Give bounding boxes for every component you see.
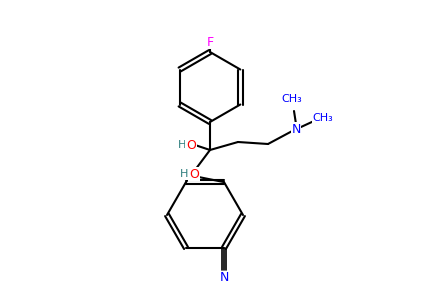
Text: O: O bbox=[186, 139, 196, 152]
Text: N: N bbox=[291, 123, 300, 135]
Text: CH₃: CH₃ bbox=[312, 113, 332, 123]
Text: N: N bbox=[219, 272, 228, 284]
Text: F: F bbox=[206, 36, 213, 49]
Text: O: O bbox=[189, 168, 199, 181]
Text: H: H bbox=[178, 140, 186, 150]
Text: CH₃: CH₃ bbox=[281, 94, 302, 104]
Text: H: H bbox=[179, 169, 188, 179]
